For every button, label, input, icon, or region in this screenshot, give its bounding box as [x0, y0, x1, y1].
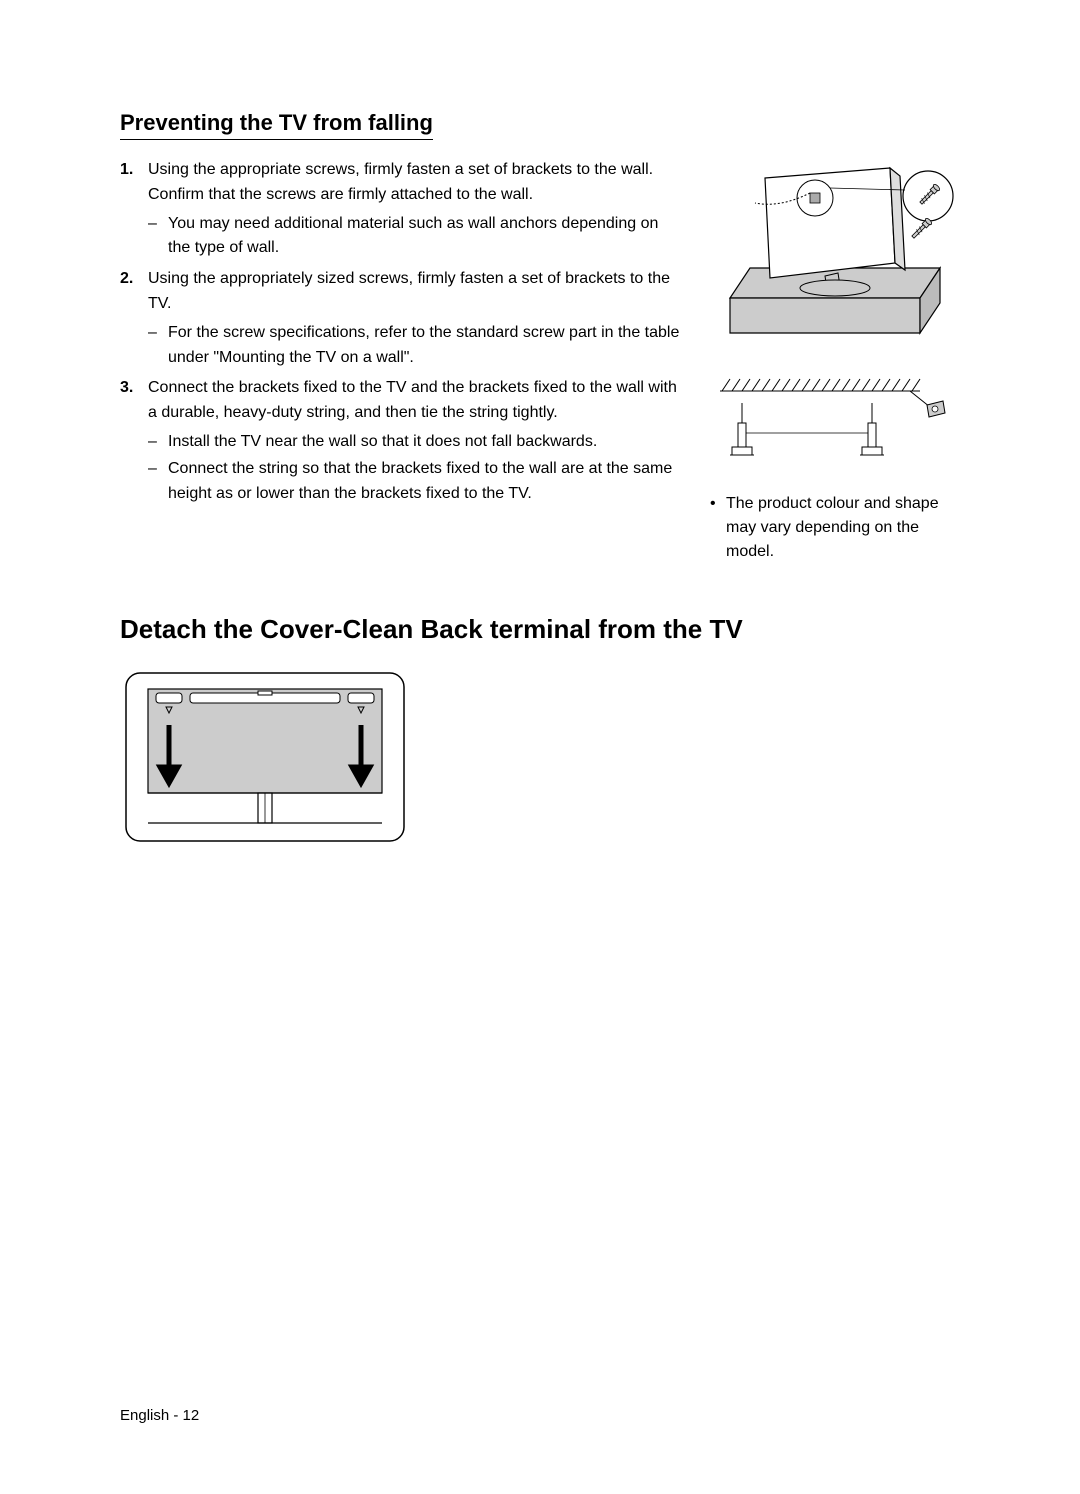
step-list: Using the appropriate screws, firmly fas… — [120, 158, 680, 506]
left-column: Using the appropriate screws, firmly fas… — [120, 158, 680, 564]
wall-bracket-diagram — [710, 373, 960, 473]
step-1-sublist: You may need additional material such as… — [148, 212, 680, 262]
model-note: The product colour and shape may vary de… — [710, 492, 960, 564]
footer-page: 12 — [183, 1407, 200, 1424]
two-column-layout: Using the appropriate screws, firmly fas… — [120, 158, 960, 564]
tv-bracket-diagram — [710, 158, 960, 358]
step-2-sub-0: For the screw specifications, refer to t… — [148, 321, 680, 371]
step-3-text: Connect the brackets fixed to the TV and… — [148, 379, 677, 421]
step-3-sub-1: Connect the string so that the brackets … — [148, 457, 680, 507]
step-3: Connect the brackets fixed to the TV and… — [120, 376, 680, 506]
step-1: Using the appropriate screws, firmly fas… — [120, 158, 680, 261]
step-2: Using the appropriately sized screws, fi… — [120, 267, 680, 370]
cover-clean-back-diagram — [120, 667, 410, 847]
page-footer: English - 12 — [120, 1407, 199, 1424]
step-3-sub-0: Install the TV near the wall so that it … — [148, 430, 680, 455]
section-heading-detach: Detach the Cover-Clean Back terminal fro… — [120, 614, 960, 645]
step-2-sublist: For the screw specifications, refer to t… — [148, 321, 680, 371]
manual-page: Preventing the TV from falling Using the… — [0, 0, 1080, 1494]
step-3-sublist: Install the TV near the wall so that it … — [148, 430, 680, 506]
step-2-text: Using the appropriately sized screws, fi… — [148, 270, 670, 312]
footer-lang: English — [120, 1407, 169, 1424]
step-1-sub-0: You may need additional material such as… — [148, 212, 680, 262]
section-heading-preventing: Preventing the TV from falling — [120, 110, 433, 140]
right-column: The product colour and shape may vary de… — [710, 158, 960, 564]
step-1-text: Using the appropriate screws, firmly fas… — [148, 161, 653, 203]
